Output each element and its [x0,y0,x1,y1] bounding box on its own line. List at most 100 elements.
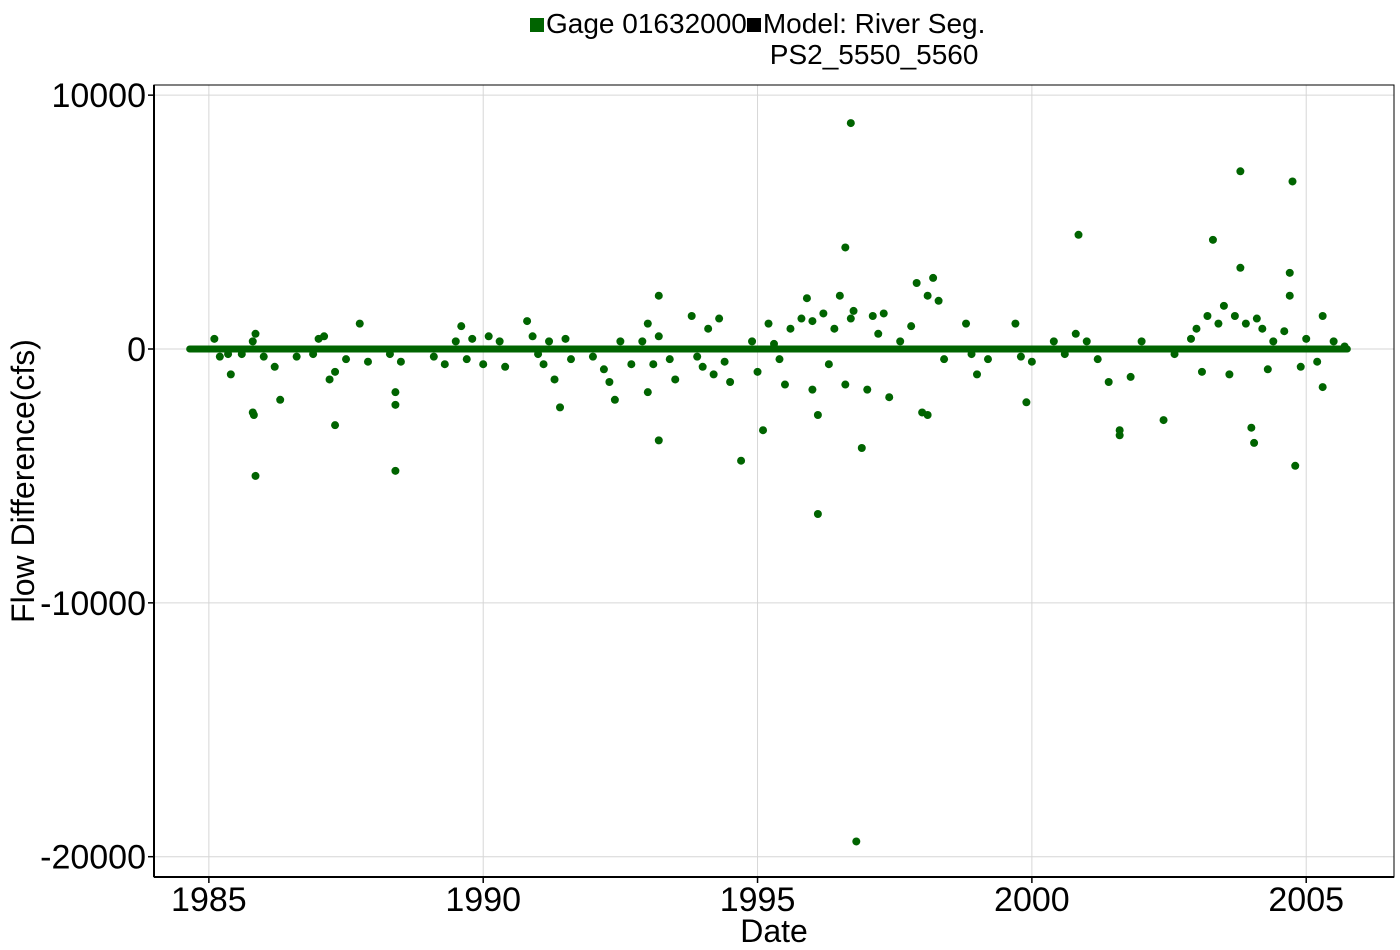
data-point [331,421,340,430]
data-point [940,355,949,364]
data-point [654,332,663,341]
data-point [1027,357,1036,366]
data-point [396,357,405,366]
data-point [649,360,658,369]
data-point [1011,319,1020,328]
data-point [923,291,932,300]
data-point [1329,337,1338,346]
data-point [1230,312,1239,320]
legend-item-gage: Gage 01632000 [530,8,747,39]
data-point [1115,431,1124,440]
x-tick-label-2000: 2000 [994,881,1070,919]
data-point [468,334,477,343]
data-point [654,436,663,445]
data-point [879,309,888,318]
data-point [786,324,795,333]
data-point [561,334,570,343]
data-point [923,411,932,419]
data-point [429,352,438,361]
data-point [813,411,822,419]
data-point [1203,312,1212,320]
data-point [698,362,707,371]
data-point [539,360,548,369]
data-point [1186,334,1195,343]
data-point [479,360,488,369]
legend-label-gage: Gage 01632000 [546,8,747,39]
data-point [1263,365,1272,374]
data-point [523,317,532,326]
data-point [566,355,575,364]
data-point [643,388,652,397]
data-point [726,378,735,386]
data-point [1285,291,1294,300]
data-point [385,350,394,359]
data-point [215,352,224,361]
data-point [1214,319,1223,328]
x-axis-label: Date [740,913,808,949]
y-tick-label--20000: -20000 [40,839,146,877]
legend: Gage 01632000 Model: River Seg. PS2_5550… [530,8,985,70]
data-point [830,324,839,333]
data-point [693,352,702,361]
data-point [259,352,268,361]
data-point [841,243,850,252]
data-point [934,296,943,305]
data-point [1192,324,1201,333]
data-point [224,350,233,359]
data-point [457,322,466,331]
data-point [1252,314,1261,323]
data-point [849,306,858,315]
data-point [1104,378,1113,386]
data-point [1219,301,1228,310]
x-tick-label-1995: 1995 [720,881,796,919]
data-point [704,324,713,333]
data-point [797,314,806,323]
x-tick-label-1990: 1990 [445,881,521,919]
data-point [841,380,850,389]
data-point [857,444,866,452]
legend-swatch-gage [530,18,544,32]
data-point [1296,362,1305,371]
grid [154,85,1394,877]
data-point [885,393,894,402]
data-point [1318,312,1327,320]
data-point [1225,370,1234,379]
data-point [808,317,817,326]
data-point [331,367,340,376]
axes: 1985 1990 1995 2000 2005 10000 0 -10000 -20000 [40,77,1395,919]
data-point [737,456,746,465]
data-point [588,352,597,361]
data-point [355,319,364,328]
y-tick-label-10000: 10000 [51,77,146,115]
data-point [391,388,400,397]
data-point [912,279,921,287]
legend-label-model: Model: River Seg. PS2_5550_5560 [762,8,986,70]
data-point [929,273,938,282]
data-point [775,355,784,364]
data-point [1022,398,1031,407]
data-point [1285,268,1294,277]
data-point [501,362,510,371]
x-tick-label-2005: 2005 [1268,881,1344,919]
data-point [852,837,861,846]
data-point [687,312,696,320]
data-point [1208,235,1217,244]
data-point [874,329,883,338]
data-point [715,314,724,323]
data-point [545,337,554,346]
data-point [599,365,608,374]
data-point [1016,352,1025,361]
data-point [1074,230,1083,239]
data-point [983,355,992,364]
data-point [1318,383,1327,392]
y-axis-label: Flow Difference(cfs) [5,339,41,623]
data-point [462,355,471,364]
data-point [671,375,680,384]
y-tick-label-0: 0 [127,331,146,369]
data-point [484,332,493,341]
data-point [309,350,318,359]
data-point [654,291,663,300]
data-point [868,312,877,320]
data-point [1269,337,1278,346]
data-point [802,294,811,303]
